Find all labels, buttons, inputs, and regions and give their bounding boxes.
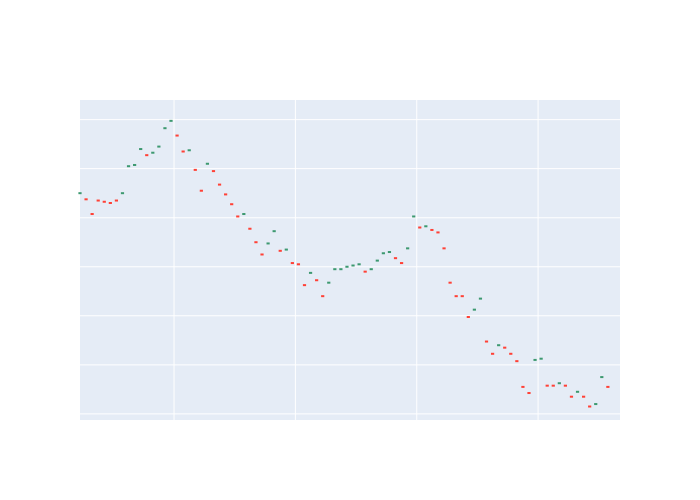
- plot-background: [80, 100, 620, 420]
- y-gridlines: [80, 119, 620, 415]
- x-gridlines: [173, 100, 539, 420]
- ohlc-bars: [78, 119, 610, 408]
